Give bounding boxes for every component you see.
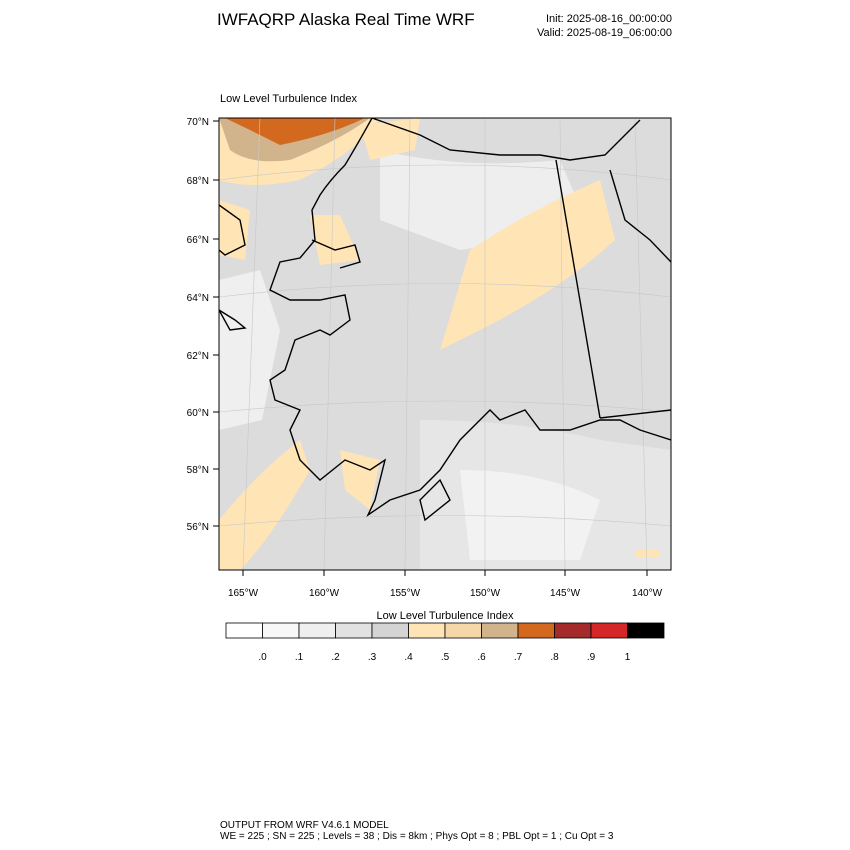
colorbar-box	[554, 622, 592, 639]
colorbar: .0 .1 .2 .3 .4 .5 .6 .7 .8 .9 1	[225, 622, 665, 663]
valid-time: Valid: 2025-08-19_06:00:00	[537, 27, 672, 39]
lon-labels: 165°W 160°W 155°W 150°W 145°W 140°W	[228, 570, 663, 599]
title: IWFAQRP Alaska Real Time WRF	[217, 10, 475, 29]
lat-label: 68°N	[187, 176, 209, 187]
lon-label: 165°W	[228, 588, 259, 599]
lon-label: 160°W	[309, 588, 340, 599]
map-frame	[218, 117, 672, 571]
colorbar-label: .8	[550, 652, 559, 663]
lat-label: 56°N	[187, 522, 209, 533]
lon-label: 155°W	[390, 588, 421, 599]
colorbar-box	[517, 622, 555, 639]
colorbar-label: .2	[331, 652, 340, 663]
colorbar-label: .3	[368, 652, 377, 663]
map-field	[219, 118, 671, 570]
colorbar-box	[590, 622, 628, 639]
colorbar-label: .0	[258, 652, 267, 663]
colorbar-box	[298, 622, 336, 639]
colorbar-box	[408, 622, 446, 639]
colorbar-label: .7	[514, 652, 523, 663]
colorbar-label: .6	[477, 652, 486, 663]
init-time: Init: 2025-08-16_00:00:00	[546, 13, 672, 25]
colorbar-box	[225, 622, 263, 639]
lat-label: 58°N	[187, 465, 209, 476]
colorbar-box	[444, 622, 482, 639]
colorbar-label: .9	[587, 652, 596, 663]
colorbar-title: Low Level Turbulence Index	[377, 610, 514, 622]
lat-label: 70°N	[187, 117, 209, 128]
footer-options: WE = 225 ; SN = 225 ; Levels = 38 ; Dis …	[220, 831, 614, 842]
colorbar-label: 1	[625, 652, 631, 663]
lon-label: 145°W	[550, 588, 581, 599]
colorbar-label: .1	[295, 652, 304, 663]
lat-label: 66°N	[187, 235, 209, 246]
colorbar-box	[371, 622, 409, 639]
lon-label: 140°W	[632, 588, 663, 599]
colorbar-box	[481, 622, 519, 639]
colorbar-box	[627, 622, 665, 639]
colorbar-box	[335, 622, 373, 639]
lat-labels: 70°N 68°N 66°N 64°N 62°N 60°N 58°N 56°N	[187, 117, 219, 533]
lat-label: 64°N	[187, 293, 209, 304]
colorbar-label: .5	[441, 652, 450, 663]
colorbar-label: .4	[404, 652, 413, 663]
lat-label: 62°N	[187, 351, 209, 362]
map-title: Low Level Turbulence Index	[220, 93, 357, 105]
footer-model: OUTPUT FROM WRF V4.6.1 MODEL	[220, 820, 389, 831]
lon-label: 150°W	[470, 588, 501, 599]
colorbar-box	[262, 622, 300, 639]
lat-label: 60°N	[187, 408, 209, 419]
